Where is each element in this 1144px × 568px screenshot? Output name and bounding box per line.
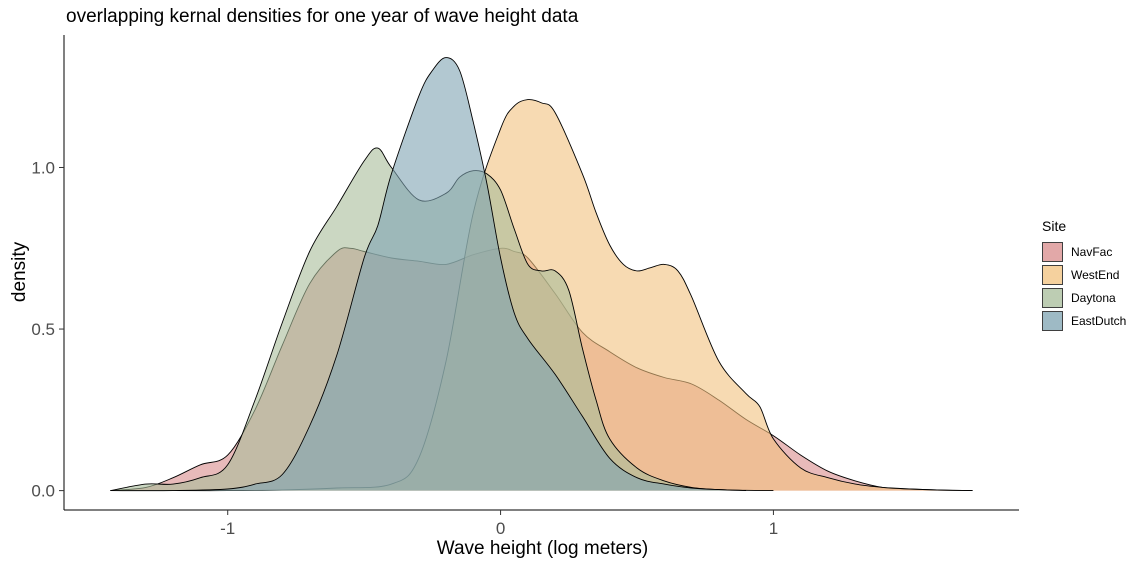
y-tick-label: 0.0 (31, 482, 55, 501)
legend-title: Site (1042, 218, 1067, 234)
x-axis-label: Wave height (log meters) (436, 538, 649, 559)
legend-key-swatch (1042, 287, 1063, 308)
y-tick-label: 0.5 (31, 320, 55, 339)
legend-item-westend: WestEnd (1042, 263, 1126, 286)
density-outline-eastdutch (110, 57, 747, 492)
legend-key-swatch (1042, 241, 1063, 262)
chart-title: overlapping kernal densities for one yea… (66, 6, 579, 27)
legend-label: EastDutch (1071, 313, 1127, 328)
legend-item-navfac: NavFac (1042, 240, 1126, 263)
x-tick-label: 0 (496, 519, 505, 538)
x-tick-label: -1 (220, 519, 235, 538)
legend-item-daytona: Daytona (1042, 286, 1126, 309)
legend-item-eastdutch: EastDutch (1042, 309, 1126, 332)
y-axis-label: density (9, 241, 30, 303)
y-tick-label: 1.0 (31, 158, 55, 177)
legend-label: Daytona (1071, 290, 1116, 305)
axes: -1 0 1 0.0 0.5 1.0 (31, 35, 1019, 538)
density-areas (110, 57, 973, 492)
legend-key-swatch (1042, 264, 1063, 285)
legend: Site NavFac WestEnd Daytona EastDutch (1042, 218, 1126, 332)
density-area-eastdutch (110, 57, 747, 491)
legend-label: NavFac (1071, 244, 1113, 259)
legend-key-swatch (1042, 310, 1063, 331)
legend-label: WestEnd (1071, 267, 1120, 282)
x-tick-label: 1 (769, 519, 778, 538)
